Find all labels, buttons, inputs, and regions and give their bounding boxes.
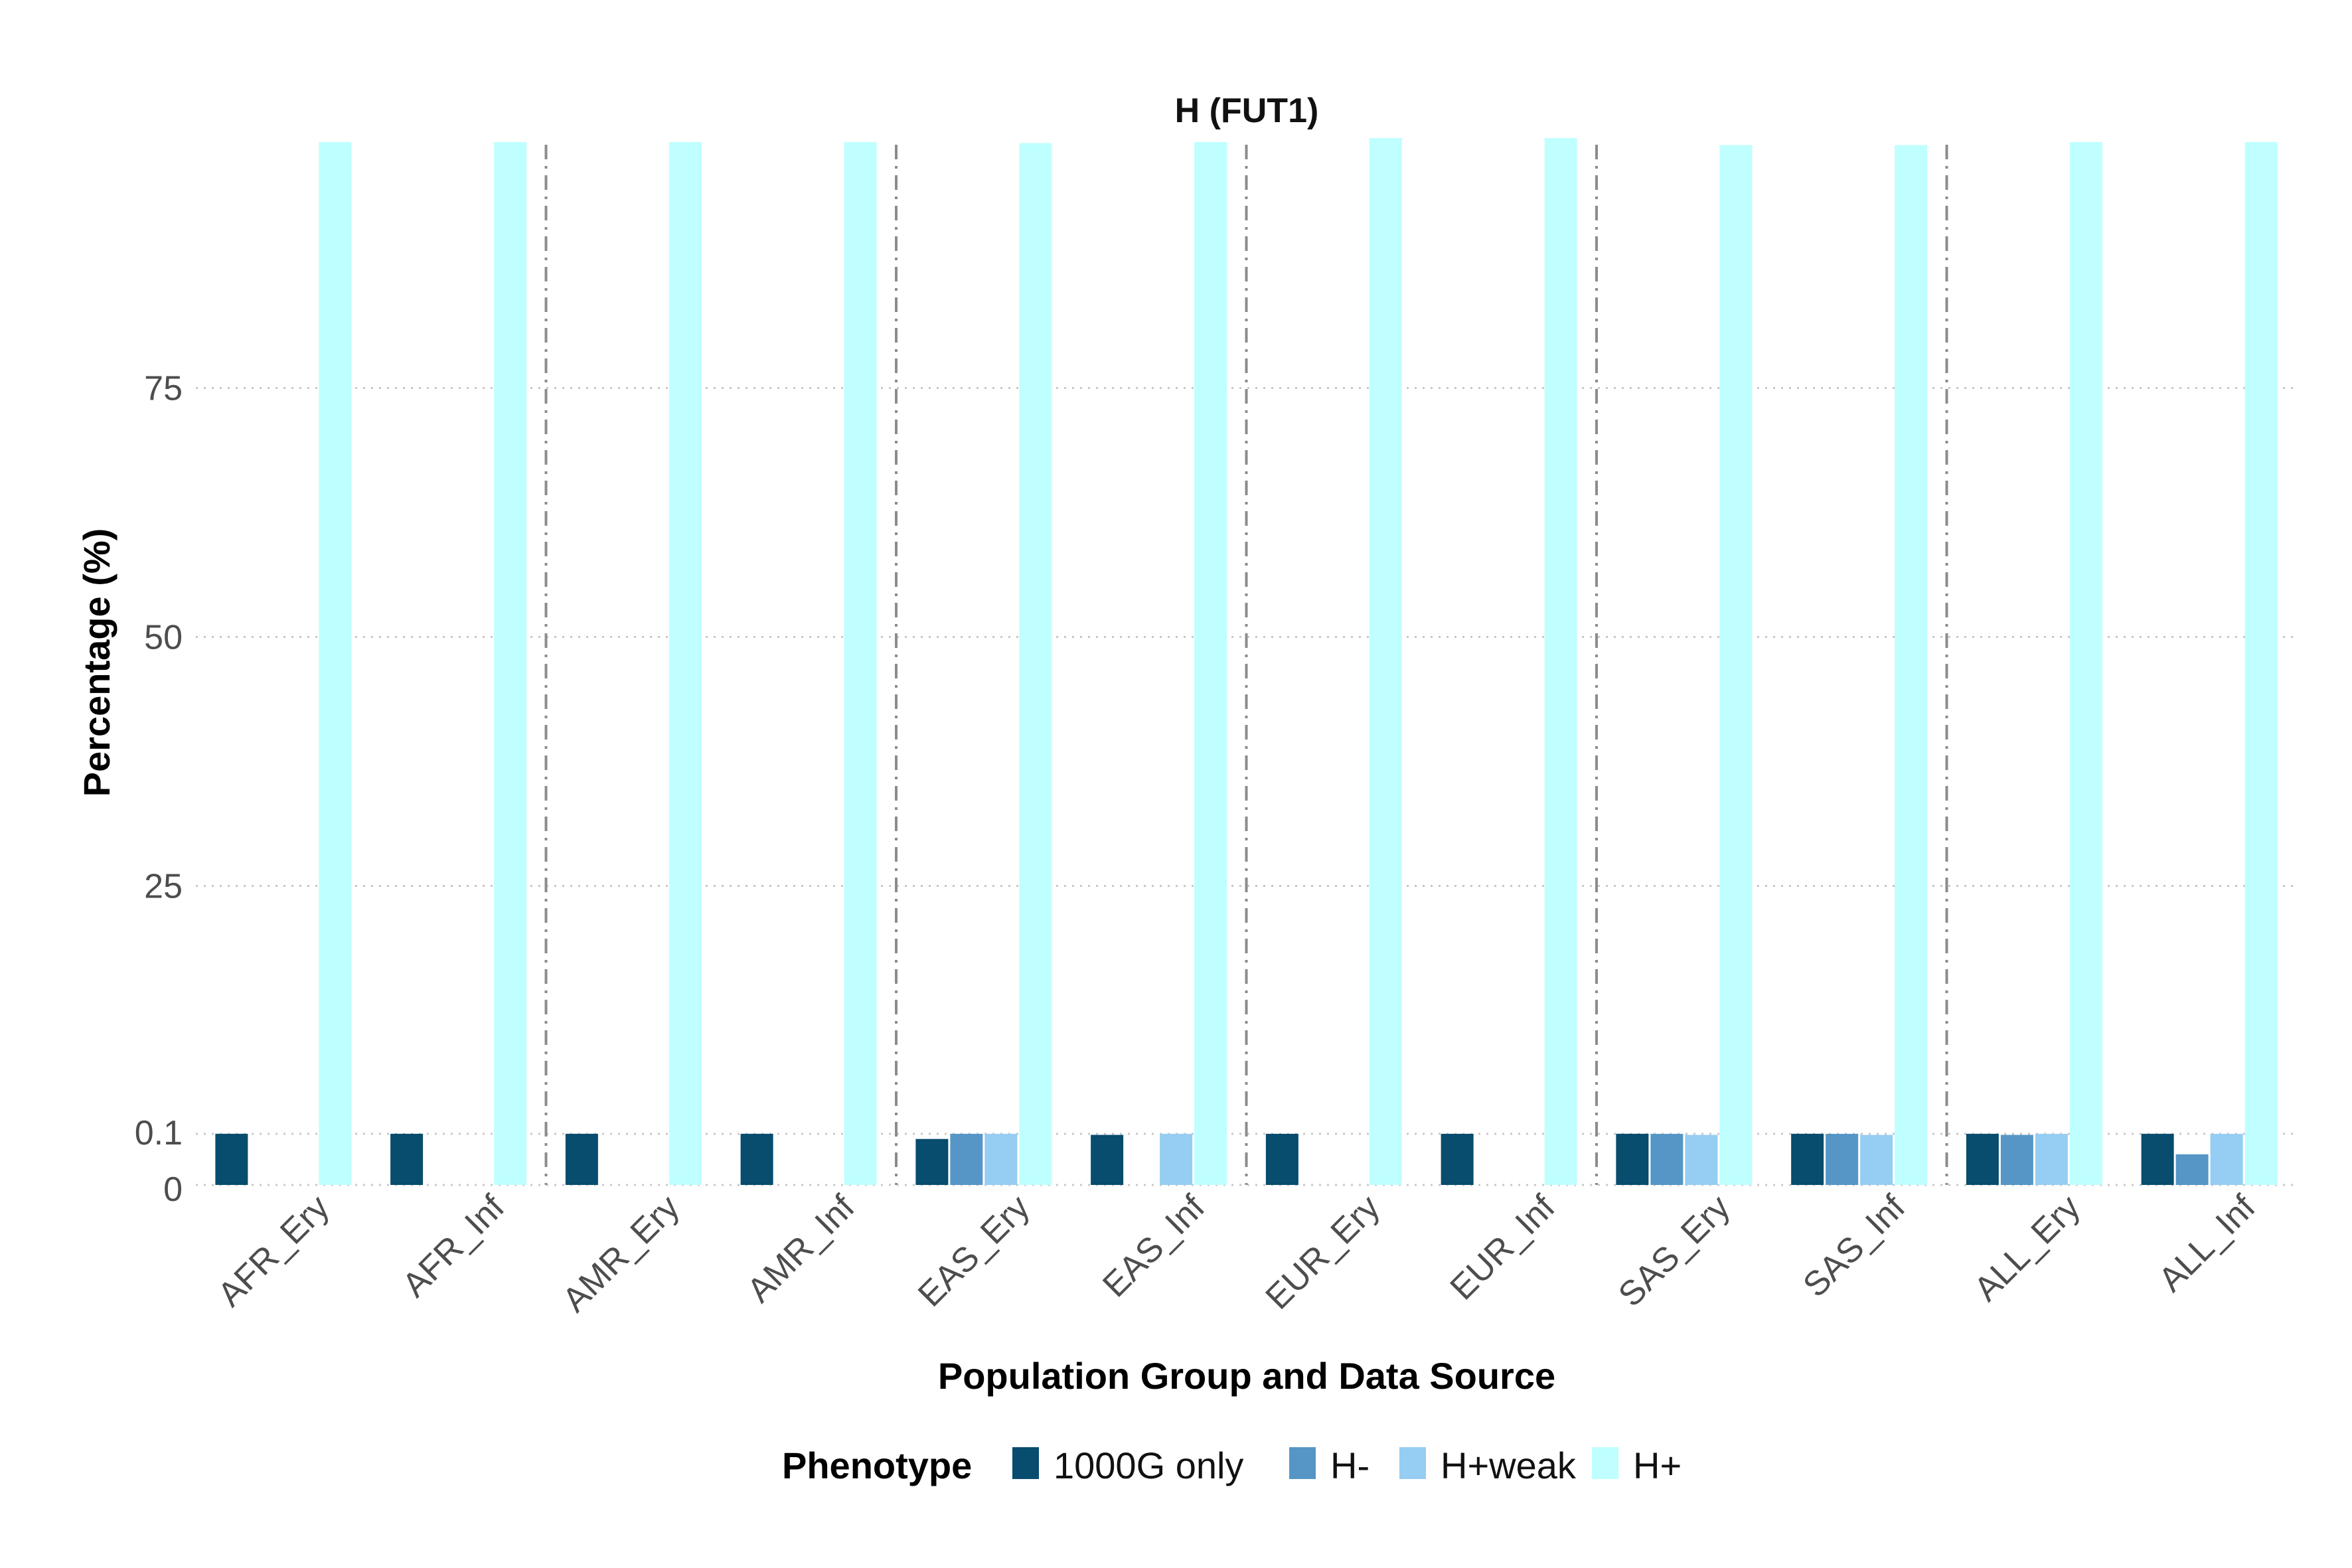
legend-swatch-1000G only: [1012, 1447, 1039, 1479]
bar-ALL_Inf-H-: [2175, 1154, 2209, 1185]
bar-AFR_Ery-1000G only: [215, 1133, 248, 1185]
bar-AFR_Inf-1000G only: [390, 1133, 424, 1185]
bar-ALL_Inf-H+: [2244, 142, 2278, 1185]
x-tick-label-EUR_Ery: EUR_Ery: [1259, 1188, 1387, 1316]
legend: Phenotype 1000G only H- H+weak H+: [782, 1445, 1682, 1486]
bar-SAS_Ery-H+: [1719, 145, 1753, 1185]
y-tick-label-1: 0.1: [135, 1114, 183, 1152]
bar-EAS_Inf-1000G only: [1091, 1135, 1124, 1185]
bar-ALL_Ery-H-: [2000, 1135, 2033, 1185]
bar-SAS_Ery-H+weak: [1685, 1135, 1718, 1185]
bar-EUR_Ery-1000G only: [1265, 1133, 1298, 1185]
x-tick-label-SAS_Ery: SAS_Ery: [1611, 1188, 1737, 1314]
bar-EUR_Inf-1000G only: [1441, 1133, 1474, 1185]
bar-ALL_Inf-1000G only: [2141, 1133, 2174, 1185]
bar-AMR_Ery-H+: [668, 142, 702, 1185]
legend-label-H+: H+: [1633, 1445, 1682, 1486]
bar-EAS_Inf-H+weak: [1160, 1133, 1193, 1185]
y-tick-label-2: 25: [144, 868, 183, 906]
legend-swatch-H+weak: [1399, 1447, 1426, 1479]
bar-EUR_Ery-H+: [1369, 138, 1402, 1185]
group-separators: [544, 145, 1948, 1185]
x-tick-label-AMR_Inf: AMR_Inf: [740, 1188, 862, 1310]
bar-AMR_Ery-1000G only: [565, 1133, 598, 1185]
bar-EAS_Ery-H+weak: [984, 1133, 1018, 1185]
x-tick-label-AMR_Ery: AMR_Ery: [556, 1188, 687, 1319]
bar-EAS_Inf-H+: [1194, 142, 1227, 1185]
bar-SAS_Inf-H-: [1826, 1133, 1859, 1185]
chart-title: H (FUT1): [1175, 92, 1319, 130]
bars: [215, 138, 2278, 1185]
x-tick-label-ALL_Inf: ALL_Inf: [2152, 1188, 2263, 1299]
bar-EAS_Ery-H+: [1019, 143, 1052, 1185]
x-tick-label-ALL_Ery: ALL_Ery: [1967, 1188, 2088, 1308]
bar-AMR_Inf-1000G only: [740, 1133, 773, 1185]
bar-AFR_Inf-H+: [494, 142, 527, 1185]
bar-ALL_Ery-1000G only: [1966, 1133, 1999, 1185]
x-tick-label-EAS_Ery: EAS_Ery: [911, 1188, 1037, 1314]
bar-ALL_Inf-H+weak: [2210, 1134, 2243, 1185]
x-tick-label-SAS_Inf: SAS_Inf: [1796, 1188, 1913, 1304]
y-tick-label-3: 50: [144, 619, 183, 657]
x-axis-ticks: AFR_Ery AFR_Inf AMR_Ery AMR_Inf EAS_Ery EAS_I…: [210, 1188, 2263, 1320]
x-tick-label-EUR_Inf: EUR_Inf: [1443, 1188, 1563, 1307]
y-tick-label-0: 0: [163, 1170, 183, 1209]
y-axis-ticks: 0 0.1 25 50 75: [135, 370, 183, 1210]
bar-SAS_Ery-1000G only: [1616, 1133, 1649, 1185]
bar-SAS_Inf-1000G only: [1791, 1133, 1824, 1185]
legend-swatch-H-: [1289, 1447, 1316, 1479]
bar-EUR_Inf-H+: [1544, 138, 1577, 1185]
y-axis-title: Percentage (%): [76, 528, 118, 797]
x-tick-label-AFR_Inf: AFR_Inf: [395, 1188, 512, 1304]
bar-AFR_Ery-H+: [319, 142, 352, 1185]
bar-EAS_Ery-1000G only: [915, 1138, 949, 1185]
legend-label-H-: H-: [1330, 1445, 1370, 1486]
bar-SAS_Ery-H-: [1650, 1133, 1684, 1185]
legend-label-H+weak: H+weak: [1441, 1445, 1577, 1486]
legend-label-1000G only: 1000G only: [1054, 1445, 1243, 1486]
x-tick-label-EAS_Inf: EAS_Inf: [1095, 1188, 1212, 1304]
bar-SAS_Inf-H+: [1895, 145, 1928, 1185]
bar-EAS_Ery-H-: [950, 1133, 983, 1185]
bar-SAS_Inf-H+weak: [1860, 1135, 1893, 1185]
bar-ALL_Ery-H+weak: [2035, 1134, 2068, 1185]
legend-title: Phenotype: [782, 1445, 972, 1486]
bar-AMR_Inf-H+: [844, 142, 877, 1185]
x-axis-title: Population Group and Data Source: [938, 1355, 1555, 1397]
bar-ALL_Ery-H+: [2069, 142, 2102, 1185]
y-tick-label-4: 75: [144, 370, 183, 408]
legend-swatch-H+: [1592, 1447, 1618, 1479]
x-tick-label-AFR_Ery: AFR_Ery: [210, 1188, 337, 1314]
